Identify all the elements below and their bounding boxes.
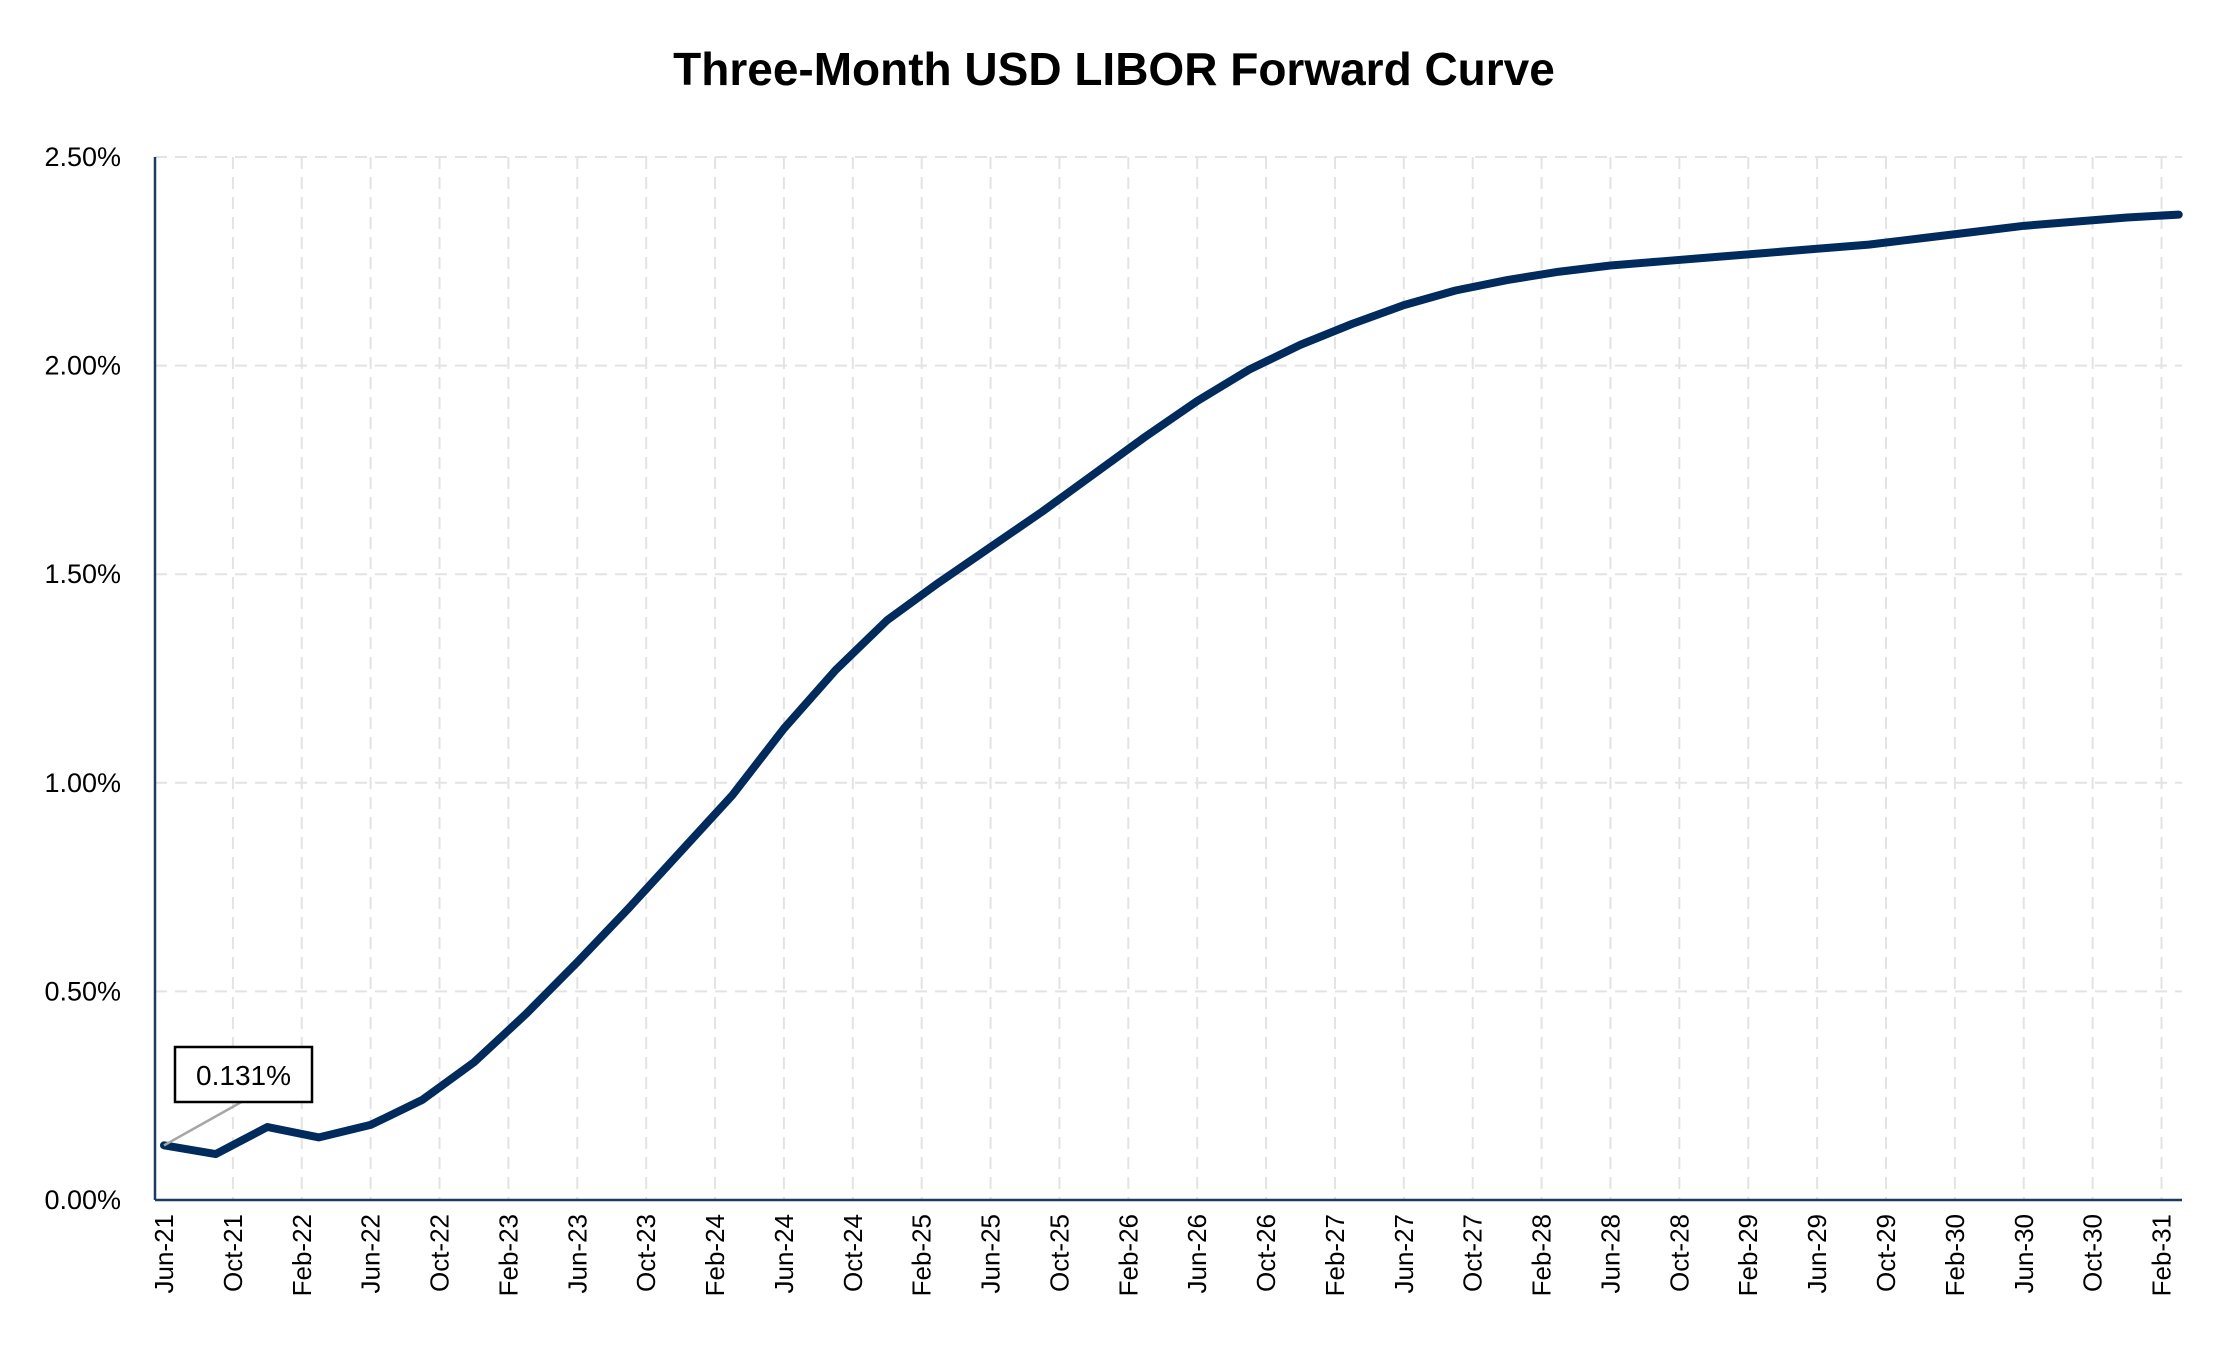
chart-title: Three-Month USD LIBOR Forward Curve: [673, 43, 1555, 95]
x-tick-label: Oct-21: [218, 1214, 248, 1292]
x-tick-label: Jun-23: [562, 1214, 592, 1294]
x-tick-label: Jun-28: [1595, 1214, 1625, 1294]
x-tick-label: Jun-25: [976, 1214, 1006, 1294]
x-tick-label: Oct-24: [838, 1214, 868, 1292]
gridlines: [155, 156, 2182, 1200]
x-tick-label: Jun-24: [769, 1214, 799, 1294]
y-tick-label: 2.00%: [44, 351, 121, 381]
x-tick-label: Feb-27: [1320, 1214, 1350, 1296]
x-tick-label: Feb-30: [1940, 1214, 1970, 1296]
x-tick-label: Jun-30: [2009, 1214, 2039, 1294]
series-line: [160, 210, 2183, 1159]
data-label: 0.131%: [196, 1060, 291, 1091]
y-tick-label: 1.00%: [44, 768, 121, 798]
x-tick-label: Feb-25: [907, 1214, 937, 1296]
y-tick-label: 2.50%: [44, 142, 121, 172]
x-tick-label: Oct-28: [1664, 1214, 1694, 1292]
x-axis-ticks: Jun-21 Oct-21 Feb-22 Jun-22 Oct-22 Feb-23 Jun-…: [149, 1214, 2177, 1296]
x-tick-label: Jun-21: [149, 1214, 179, 1294]
x-tick-label: Oct-29: [1871, 1214, 1901, 1292]
x-tick-label: Jun-29: [1802, 1214, 1832, 1294]
x-tick-label: Feb-23: [493, 1214, 523, 1296]
series-layer: [160, 210, 2183, 1159]
x-tick-label: Feb-26: [1113, 1214, 1143, 1296]
x-tick-label: Oct-30: [2078, 1214, 2108, 1292]
x-tick-label: Oct-26: [1251, 1214, 1281, 1292]
x-tick-label: Feb-29: [1733, 1214, 1763, 1296]
y-tick-label: 0.50%: [44, 976, 121, 1006]
x-tick-label: Feb-24: [700, 1214, 730, 1296]
x-tick-label: Oct-25: [1044, 1214, 1074, 1292]
x-tick-label: Feb-28: [1527, 1214, 1557, 1296]
data-label-leader: [163, 1098, 246, 1147]
x-tick-label: Oct-23: [631, 1214, 661, 1292]
x-tick-label: Feb-31: [2147, 1214, 2177, 1296]
data-label-box: [173, 1045, 314, 1104]
x-tick-label: Jun-26: [1182, 1214, 1212, 1294]
x-tick-label: Jun-27: [1389, 1214, 1419, 1294]
x-tick-label: Oct-22: [425, 1214, 455, 1292]
y-tick-label: 1.50%: [44, 559, 121, 589]
y-axis-ticks: 0.00% 0.50% 1.00% 1.50% 2.00% 2.50%: [44, 142, 121, 1215]
y-tick-label: 0.00%: [44, 1185, 121, 1215]
data-label-layer: 0.131%: [163, 1045, 314, 1147]
x-tick-label: Oct-27: [1458, 1214, 1488, 1292]
x-tick-label: Feb-22: [287, 1214, 317, 1296]
x-tick-label: Jun-22: [356, 1214, 386, 1294]
